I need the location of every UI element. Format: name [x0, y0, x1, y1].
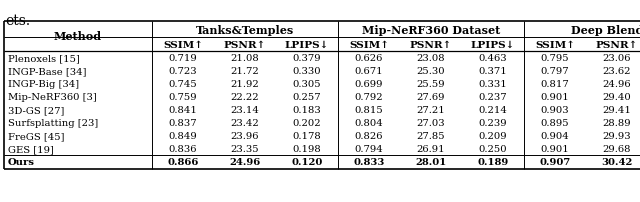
Text: 23.06: 23.06 — [603, 54, 631, 63]
Text: 25.30: 25.30 — [417, 67, 445, 76]
Text: 26.91: 26.91 — [417, 144, 445, 153]
Text: Tanks&Temples: Tanks&Temples — [196, 24, 294, 35]
Text: 0.797: 0.797 — [541, 67, 570, 76]
Text: 0.198: 0.198 — [292, 144, 321, 153]
Text: PSNR↑: PSNR↑ — [596, 40, 638, 49]
Text: 28.89: 28.89 — [603, 118, 631, 127]
Text: SSIM↑: SSIM↑ — [535, 40, 575, 49]
Text: 22.22: 22.22 — [230, 93, 259, 101]
Text: 0.833: 0.833 — [353, 158, 385, 167]
Text: 27.85: 27.85 — [417, 131, 445, 140]
Text: 28.01: 28.01 — [415, 158, 447, 167]
Text: 23.62: 23.62 — [603, 67, 631, 76]
Text: 27.21: 27.21 — [417, 105, 445, 115]
Text: 0.463: 0.463 — [479, 54, 508, 63]
Text: Mip-NeRF360 Dataset: Mip-NeRF360 Dataset — [362, 24, 500, 35]
Text: 0.866: 0.866 — [167, 158, 198, 167]
Text: 0.849: 0.849 — [168, 131, 197, 140]
Text: 3D-GS [27]: 3D-GS [27] — [8, 105, 65, 115]
Text: 0.836: 0.836 — [169, 144, 197, 153]
Text: 0.257: 0.257 — [292, 93, 321, 101]
Text: 0.305: 0.305 — [292, 80, 321, 88]
Text: 23.14: 23.14 — [230, 105, 259, 115]
Text: 0.671: 0.671 — [355, 67, 383, 76]
Text: 0.907: 0.907 — [540, 158, 571, 167]
Text: 0.815: 0.815 — [355, 105, 383, 115]
Text: 0.759: 0.759 — [169, 93, 197, 101]
Text: 0.719: 0.719 — [168, 54, 197, 63]
Text: 30.42: 30.42 — [602, 158, 633, 167]
Text: 0.745: 0.745 — [168, 80, 197, 88]
Text: 0.120: 0.120 — [291, 158, 323, 167]
Text: 0.699: 0.699 — [355, 80, 383, 88]
Text: 0.795: 0.795 — [541, 54, 570, 63]
Text: FreGS [45]: FreGS [45] — [8, 131, 65, 140]
Text: 0.239: 0.239 — [479, 118, 508, 127]
Text: 0.792: 0.792 — [355, 93, 383, 101]
Text: 0.826: 0.826 — [355, 131, 383, 140]
Text: Method: Method — [54, 31, 102, 42]
Text: Ours: Ours — [8, 158, 35, 167]
Text: GES [19]: GES [19] — [8, 144, 54, 153]
Text: SSIM↑: SSIM↑ — [163, 40, 203, 49]
Text: SSIM↑: SSIM↑ — [349, 40, 389, 49]
Text: INGP-Base [34]: INGP-Base [34] — [8, 67, 86, 76]
Text: 23.96: 23.96 — [231, 131, 259, 140]
Text: 0.841: 0.841 — [168, 105, 197, 115]
Text: 0.183: 0.183 — [292, 105, 321, 115]
Text: PSNR↑: PSNR↑ — [410, 40, 452, 49]
Text: 0.904: 0.904 — [541, 131, 570, 140]
Text: 23.08: 23.08 — [417, 54, 445, 63]
Text: 29.40: 29.40 — [603, 93, 632, 101]
Text: LPIPS↓: LPIPS↓ — [285, 40, 329, 49]
Text: 23.42: 23.42 — [230, 118, 259, 127]
Text: 24.96: 24.96 — [229, 158, 260, 167]
Text: 0.901: 0.901 — [541, 144, 570, 153]
Text: 0.330: 0.330 — [292, 67, 321, 76]
Text: 0.209: 0.209 — [479, 131, 508, 140]
Text: 29.68: 29.68 — [603, 144, 631, 153]
Text: 21.08: 21.08 — [230, 54, 259, 63]
Text: 0.794: 0.794 — [355, 144, 383, 153]
Text: Surfsplatting [23]: Surfsplatting [23] — [8, 118, 99, 127]
Text: Mip-NeRF360 [3]: Mip-NeRF360 [3] — [8, 93, 97, 101]
Text: 21.72: 21.72 — [230, 67, 259, 76]
Text: PSNR↑: PSNR↑ — [224, 40, 266, 49]
Text: 0.903: 0.903 — [541, 105, 570, 115]
Text: 21.92: 21.92 — [230, 80, 259, 88]
Text: ets.: ets. — [5, 14, 30, 28]
Text: 25.59: 25.59 — [417, 80, 445, 88]
Text: 0.250: 0.250 — [479, 144, 508, 153]
Text: 0.837: 0.837 — [169, 118, 197, 127]
Text: Plenoxels [15]: Plenoxels [15] — [8, 54, 80, 63]
Text: 0.626: 0.626 — [355, 54, 383, 63]
Text: 0.804: 0.804 — [355, 118, 383, 127]
Text: Deep Blending: Deep Blending — [571, 24, 640, 35]
Text: LPIPS↓: LPIPS↓ — [471, 40, 515, 49]
Text: 0.189: 0.189 — [477, 158, 509, 167]
Text: 24.96: 24.96 — [603, 80, 631, 88]
Text: 0.895: 0.895 — [541, 118, 570, 127]
Text: 0.331: 0.331 — [479, 80, 508, 88]
Text: 0.723: 0.723 — [169, 67, 197, 76]
Text: 0.817: 0.817 — [541, 80, 570, 88]
Text: 27.69: 27.69 — [417, 93, 445, 101]
Text: 0.202: 0.202 — [292, 118, 321, 127]
Text: 0.901: 0.901 — [541, 93, 570, 101]
Text: 29.41: 29.41 — [603, 105, 632, 115]
Text: INGP-Big [34]: INGP-Big [34] — [8, 80, 79, 88]
Text: 29.93: 29.93 — [603, 131, 631, 140]
Text: 27.03: 27.03 — [417, 118, 445, 127]
Text: 0.237: 0.237 — [479, 93, 508, 101]
Text: 0.371: 0.371 — [479, 67, 508, 76]
Text: n    th    t    d    F ll    i    [27  45]: n th t d F ll i [27 45] — [5, 185, 164, 194]
Text: 23.35: 23.35 — [230, 144, 259, 153]
Text: 0.379: 0.379 — [292, 54, 321, 63]
Text: 0.214: 0.214 — [479, 105, 508, 115]
Text: 0.178: 0.178 — [292, 131, 321, 140]
